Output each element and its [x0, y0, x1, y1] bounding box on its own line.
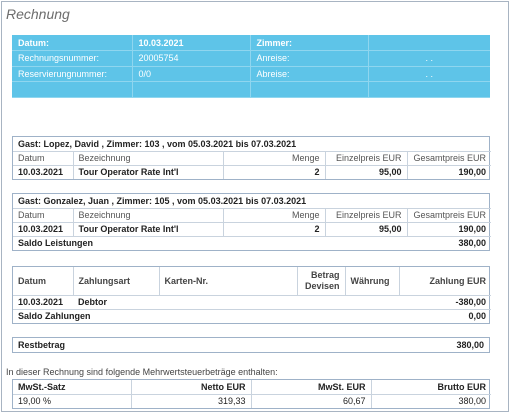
- header-label-departure: Abreise:: [250, 66, 369, 82]
- restbetrag-value: 380,00: [456, 340, 484, 350]
- restbetrag-block: Restbetrag 380,00: [12, 337, 490, 353]
- col-net: Netto EUR: [130, 380, 251, 394]
- header-value-reservation: 0/0: [132, 66, 251, 82]
- cell-card-number: [159, 294, 297, 309]
- col-pay-type: Zahlungsart: [72, 267, 159, 295]
- cell-total-price: 190,00: [406, 221, 492, 236]
- invoice-header: Datum: 10.03.2021 Zimmer: Rechnungsnumme…: [12, 35, 490, 98]
- cell-payment-eur: -380,00: [399, 294, 491, 309]
- payments-block: Datum Zahlungsart Karten-Nr. Betrag Devis…: [12, 266, 491, 324]
- header-row-empty: [12, 81, 490, 98]
- header-label-reservation: Reservierungnummer:: [12, 66, 133, 82]
- header-label-invoice-number: Rechnungsnummer:: [12, 50, 133, 67]
- header-row-invoice-number: Rechnungsnummer: 20005754 Anreise: . .: [12, 50, 490, 67]
- header-row-date: Datum: 10.03.2021 Zimmer:: [12, 35, 490, 51]
- header-value-arrival: . .: [368, 50, 490, 67]
- cell-pay-date: 10.03.2021: [13, 294, 73, 309]
- header-row-reservation: Reservierungnummer: 0/0 Abreise: . .: [12, 66, 490, 82]
- table-row: 10.03.2021 Debtor -380,00: [13, 294, 491, 309]
- col-unit-price: Einzelpreis EUR: [324, 150, 407, 165]
- header-label-arrival: Anreise:: [250, 50, 369, 67]
- cell-date: 10.03.2021: [13, 164, 73, 179]
- table-row: 10.03.2021 Tour Operator Rate Int'l 2 95…: [13, 164, 492, 179]
- saldo-leistungen-label: Saldo Leistungen: [13, 235, 407, 250]
- col-currency: Währung: [344, 267, 399, 295]
- col-vat-rate: MwSt.-Satz: [18, 381, 66, 392]
- col-qty: Menge: [222, 207, 325, 222]
- cell-vat-rate: 19,00 %: [13, 393, 131, 408]
- guest-column-header-row: Datum Bezeichnung Menge Einzelpreis EUR …: [13, 150, 492, 165]
- header-label-date: Datum:: [12, 35, 133, 51]
- saldo-leistungen-value: 380,00: [407, 235, 492, 250]
- saldo-zahlungen-value: 0,00: [399, 308, 491, 323]
- header-value-date: 10.03.2021: [132, 35, 251, 51]
- payments-column-header-row: Datum Zahlungsart Karten-Nr. Betrag Devis…: [13, 267, 491, 295]
- col-amount-line1: Betrag: [310, 269, 340, 280]
- col-gross: Brutto EUR: [370, 380, 491, 394]
- header-value-invoice-number: 20005754: [132, 50, 251, 67]
- col-vat-amount: MwSt. EUR: [250, 380, 371, 394]
- col-unit-price: Einzelpreis EUR: [324, 207, 407, 222]
- col-amount-foreign: Betrag Devisen: [296, 267, 345, 295]
- col-amount-line2: Devisen: [304, 280, 340, 291]
- cell-unit-price: 95,00: [324, 164, 407, 179]
- cell-currency: [345, 294, 399, 309]
- vat-intro-text: In dieser Rechnung sind folgende Mehrwer…: [6, 367, 278, 377]
- guest-column-header-row: Datum Bezeichnung Menge Einzelpreis EUR …: [13, 207, 492, 222]
- vat-block: MwSt.-Satz Netto EUR MwSt. EUR Brutto EU…: [12, 379, 491, 409]
- guest-block-2: Gast: Gonzalez, Juan , Zimmer: 105 , vom…: [12, 193, 492, 251]
- header-label-room: Zimmer:: [250, 35, 369, 51]
- guest-heading: Gast: Lopez, David , Zimmer: 103 , vom 0…: [18, 138, 297, 149]
- cell-qty: 2: [222, 164, 325, 179]
- cell-total-price: 190,00: [406, 164, 492, 179]
- cell-unit-price: 95,00: [324, 221, 407, 236]
- guest-block-1: Gast: Lopez, David , Zimmer: 103 , vom 0…: [12, 136, 492, 180]
- col-total-price: Gesamtpreis EUR: [406, 150, 492, 165]
- table-row: 10.03.2021 Tour Operator Rate Int'l 2 95…: [13, 221, 492, 236]
- col-date: Datum: [13, 207, 73, 222]
- cell-desc: Tour Operator Rate Int'l: [72, 221, 223, 236]
- cell-vat-amount: 60,67: [250, 393, 371, 408]
- col-total-price: Gesamtpreis EUR: [406, 207, 492, 222]
- cell-gross: 380,00: [370, 393, 491, 408]
- restbetrag-row: Restbetrag 380,00: [13, 338, 489, 352]
- table-row: 19,00 % 319,33 60,67 380,00: [13, 393, 491, 408]
- cell-desc: Tour Operator Rate Int'l: [72, 164, 223, 179]
- page-title: Rechnung: [6, 6, 70, 22]
- guest-heading: Gast: Gonzalez, Juan , Zimmer: 105 , vom…: [18, 195, 307, 206]
- header-value-room: [368, 35, 490, 51]
- cell-qty: 2: [222, 221, 325, 236]
- guest-heading-row: Gast: Gonzalez, Juan , Zimmer: 105 , vom…: [13, 194, 491, 208]
- col-pay-date: Datum: [18, 275, 47, 286]
- saldo-zahlungen-row: Saldo Zahlungen 0,00: [13, 308, 491, 323]
- restbetrag-label: Restbetrag: [18, 340, 66, 350]
- col-date: Datum: [13, 150, 73, 165]
- saldo-zahlungen-label: Saldo Zahlungen: [13, 308, 399, 323]
- cell-pay-type: Debtor: [73, 294, 159, 309]
- col-desc: Bezeichnung: [72, 150, 223, 165]
- col-qty: Menge: [222, 150, 325, 165]
- col-card-number: Karten-Nr.: [158, 267, 297, 295]
- header-value-departure: . .: [368, 66, 490, 82]
- col-desc: Bezeichnung: [72, 207, 223, 222]
- cell-amount-foreign: [297, 294, 345, 309]
- saldo-leistungen-row: Saldo Leistungen 380,00: [13, 235, 492, 250]
- cell-net: 319,33: [130, 393, 251, 408]
- vat-column-header-row: MwSt.-Satz Netto EUR MwSt. EUR Brutto EU…: [13, 380, 491, 394]
- col-payment-eur: Zahlung EUR: [398, 267, 491, 295]
- invoice-header-table: Datum: 10.03.2021 Zimmer: Rechnungsnumme…: [12, 35, 490, 98]
- cell-date: 10.03.2021: [13, 221, 73, 236]
- guest-heading-row: Gast: Lopez, David , Zimmer: 103 , vom 0…: [13, 137, 491, 151]
